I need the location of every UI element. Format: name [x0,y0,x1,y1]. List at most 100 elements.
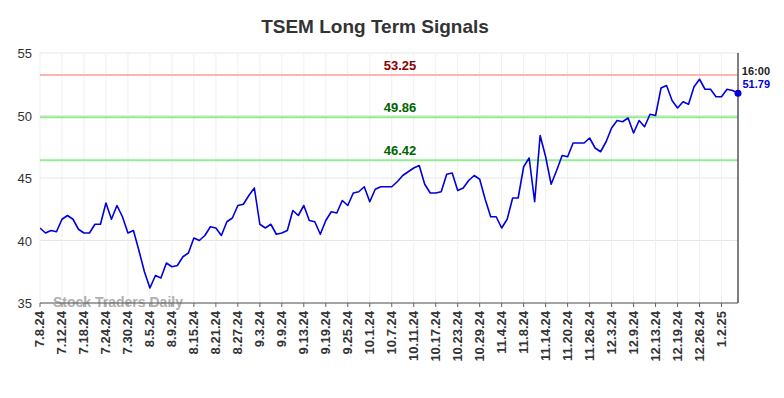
plot-area [40,75,738,288]
grid-line-x [237,53,238,303]
grid-line-x [721,53,722,303]
x-tick [677,303,678,307]
grid-line-x [435,53,436,303]
x-tick-label: 7.24.24 [98,310,113,354]
end-dot [735,90,742,97]
x-tick [457,303,458,307]
x-tick-label: 10.11.24 [406,310,421,361]
reference-line [40,74,738,76]
grid-line-x [545,53,546,303]
y-tick-label: 40 [18,234,32,249]
grid-line-x [567,53,568,303]
x-tick-label: 10.7.24 [384,310,399,354]
grid-line-x [501,53,502,303]
x-tick-label: 10.1.24 [362,310,377,354]
grid-line-x [171,53,172,303]
grid-line-x [589,53,590,303]
grid-line-x [633,53,634,303]
grid-line-x [61,53,62,303]
x-tick-label: 7.18.24 [76,310,91,354]
x-tick-label: 11.20.24 [560,310,575,361]
x-tick [391,303,392,307]
x-tick-label: 1.2.25 [714,311,729,347]
x-tick-label: 9.13.24 [296,310,311,354]
x-tick [303,303,304,307]
x-tick-label: 9.9.24 [274,310,289,347]
y-tick-label: 35 [18,296,32,311]
x-tick [347,303,348,307]
x-tick-label: 8.21.24 [208,310,223,354]
x-tick-label: 7.30.24 [120,310,135,354]
grid-line-x [259,53,260,303]
x-tick [281,303,282,307]
x-tick-label: 10.23.24 [450,310,465,361]
x-tick [325,303,326,307]
grid-line-x [523,53,524,303]
grid-line-x [369,53,370,303]
grid-line-x [127,53,128,303]
x-tick-label: 9.25.24 [340,310,355,354]
x-tick-label: 12.9.24 [626,310,641,354]
x-tick [523,303,524,307]
grid-line-x [655,53,656,303]
grid-line-x [325,53,326,303]
x-tick-label: 7.12.24 [54,310,69,354]
x-tick-label: 12.13.24 [648,310,663,361]
grid-line-x [215,53,216,303]
y-tick-label: 55 [18,46,32,61]
x-axis [40,303,738,304]
y-tick-label: 45 [18,171,32,186]
reference-line [40,159,738,161]
x-tick-label: 9.19.24 [318,310,333,354]
x-tick-label: 12.19.24 [670,310,685,361]
grid-line-x [611,53,612,303]
grid-line-x [413,53,414,303]
grid-line-x [149,53,150,303]
x-tick-label: 10.17.24 [428,310,443,361]
x-tick [545,303,546,307]
reference-label: 46.42 [384,143,417,158]
x-tick [237,303,238,307]
x-tick-label: 10.29.24 [472,310,487,361]
x-tick [655,303,656,307]
x-tick [567,303,568,307]
y-tick-label: 50 [18,109,32,124]
grid-line [40,303,738,304]
x-tick-label: 9.3.24 [252,310,267,347]
x-tick [435,303,436,307]
end-time: 16:00 [742,65,770,77]
x-tick-label: 11.26.24 [582,310,597,361]
x-tick [369,303,370,307]
price-line [40,79,738,288]
grid-line-x [479,53,480,303]
grid-line-x [83,53,84,303]
grid-line-x [699,53,700,303]
grid-line-x [105,53,106,303]
x-tick [215,303,216,307]
grid-line-x [457,53,458,303]
x-tick [633,303,634,307]
grid-line-x [40,53,41,303]
x-tick-label: 8.27.24 [230,310,245,354]
x-tick-label: 12.3.24 [604,310,619,354]
x-tick [40,303,41,307]
x-tick-label: 12.26.24 [692,310,707,361]
chart: TSEM Long Term Signals 35 40 45 50 55 7.8.24 7.… [0,0,784,398]
x-tick-label: 8.15.24 [186,310,201,354]
x-tick-label: 11.8.24 [516,310,531,353]
x-tick-label: 8.9.24 [164,310,179,347]
x-tick [699,303,700,307]
grid-line-x [347,53,348,303]
grid-line-x [281,53,282,303]
grid-line-x [303,53,304,303]
x-tick [479,303,480,307]
x-tick [501,303,502,307]
grid-line-x [391,53,392,303]
x-tick [721,303,722,307]
x-tick-label: 7.8.24 [32,310,47,347]
reference-label: 49.86 [384,100,417,115]
x-tick [611,303,612,307]
x-tick-label: 11.4.24 [494,310,509,353]
x-tick [413,303,414,307]
title: TSEM Long Term Signals [261,16,489,37]
